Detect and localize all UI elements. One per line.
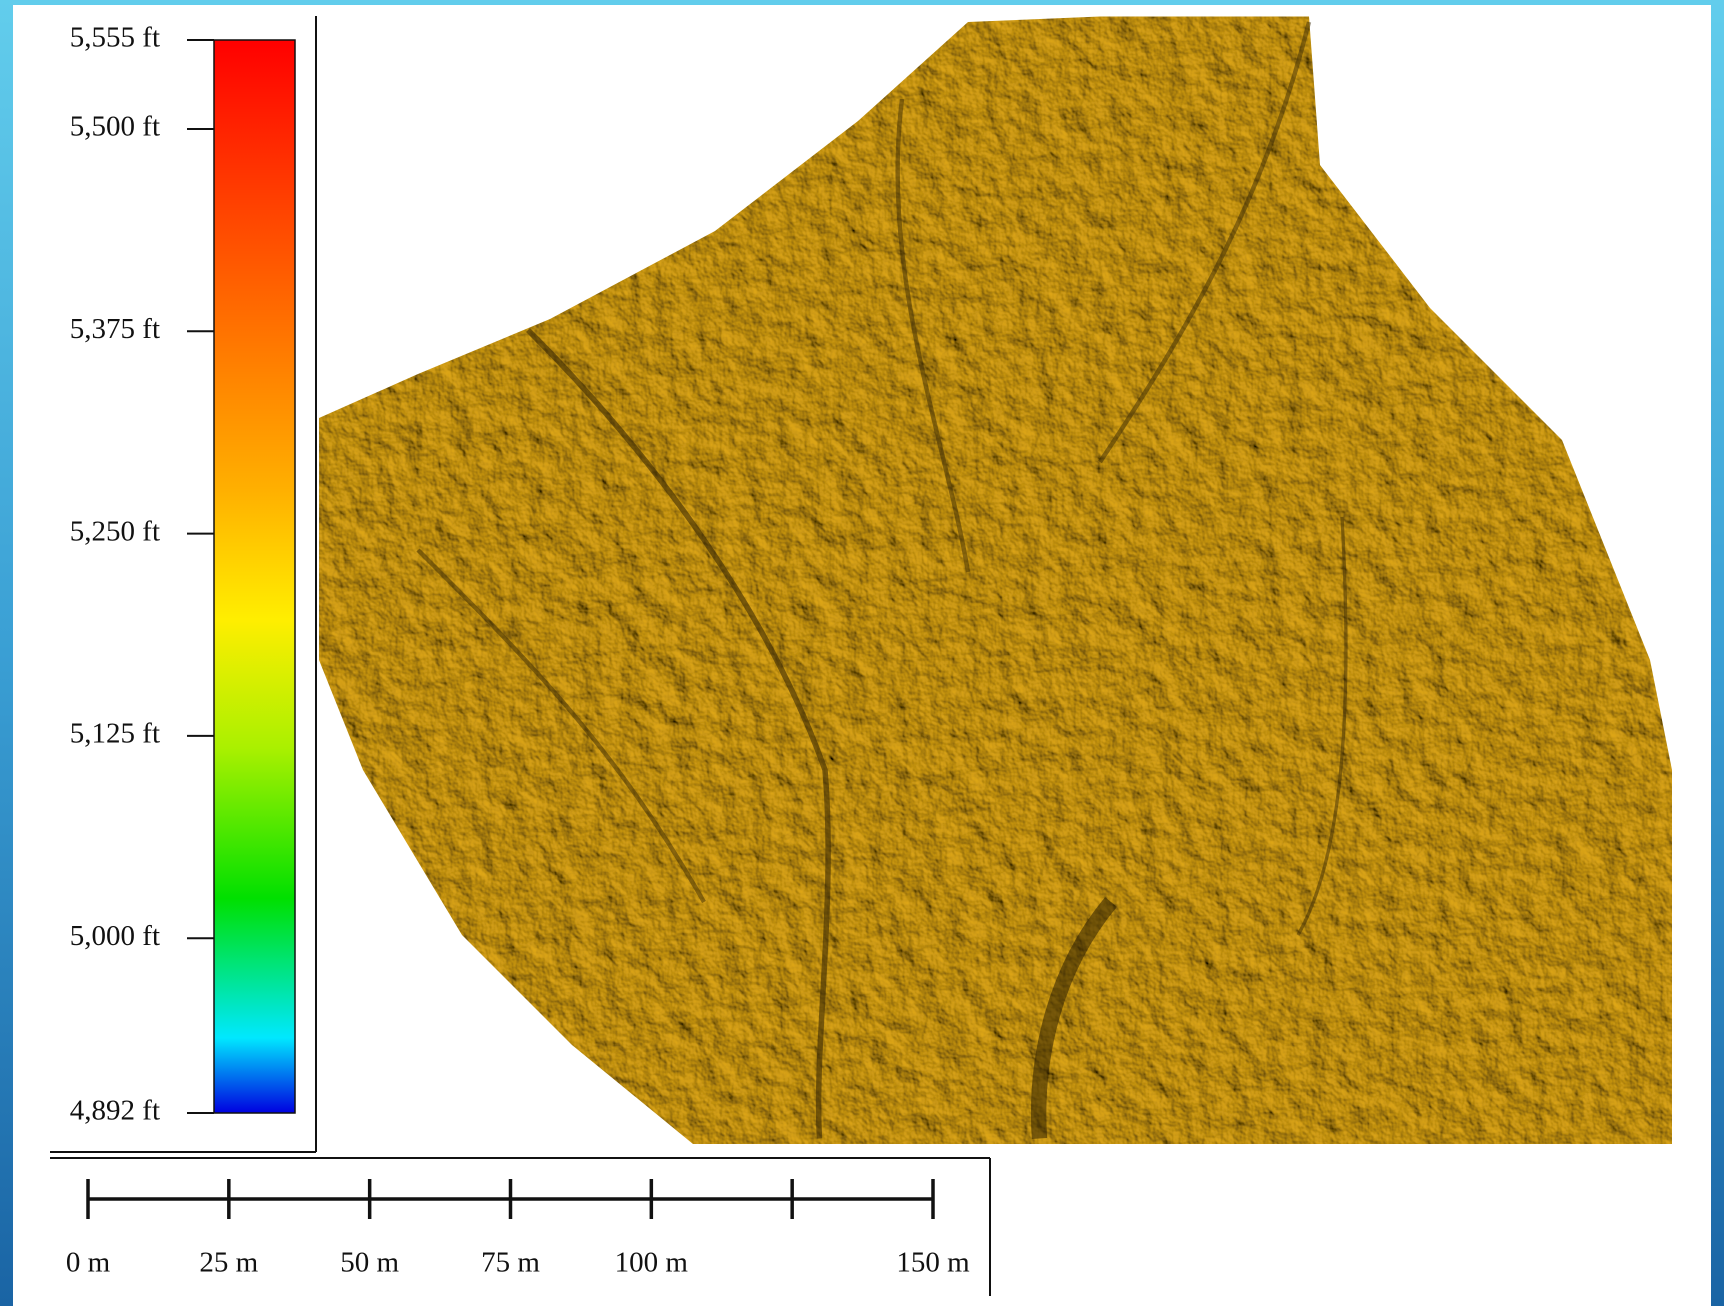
legend-label: 5,000 ft	[70, 920, 160, 952]
scale-label: 100 m	[615, 1247, 689, 1279]
legend-label: 5,555 ft	[70, 22, 160, 54]
map-figure: 5,555 ft 5,500 ft 5,375 ft 5,250 ft 5,125 ft…	[0, 0, 1724, 1306]
legend-label: 5,500 ft	[70, 111, 160, 143]
legend-label: 4,892 ft	[70, 1095, 160, 1127]
scale-label: 25 m	[199, 1247, 258, 1279]
legend-label: 5,250 ft	[70, 515, 160, 547]
page: {"elevation_legend": {"ticks": [ {"value…	[0, 0, 1724, 1306]
color-ramp	[214, 40, 295, 1113]
legend-label: 5,125 ft	[70, 718, 160, 750]
scale-label: 75 m	[481, 1247, 540, 1279]
scale-label: 150 m	[896, 1247, 970, 1279]
scale-label: 0 m	[66, 1247, 111, 1279]
scale-label: 50 m	[340, 1247, 399, 1279]
legend-label: 5,375 ft	[70, 313, 160, 345]
